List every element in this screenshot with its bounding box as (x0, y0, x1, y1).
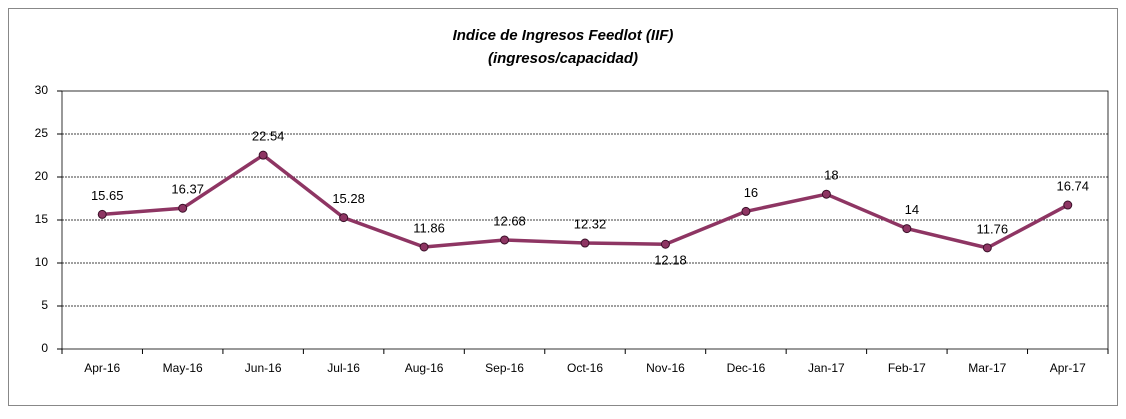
data-label: 15.28 (332, 191, 365, 206)
x-tick-label: Jan-17 (808, 361, 845, 375)
data-label: 16 (744, 185, 758, 200)
y-tick-label: 15 (35, 212, 49, 226)
data-label: 18 (824, 168, 838, 183)
x-tick-label: Oct-16 (567, 361, 603, 375)
x-tick-label: Sep-16 (485, 361, 524, 375)
data-point (982, 243, 992, 253)
data-point (419, 242, 429, 252)
y-tick-label: 25 (35, 126, 49, 140)
data-point (339, 213, 349, 223)
data-label: 12.18 (654, 253, 687, 268)
data-point (258, 150, 268, 160)
data-label: 11.76 (977, 221, 1009, 236)
data-label: 22.54 (252, 129, 285, 144)
plot-area (61, 90, 1109, 350)
data-point (1063, 200, 1073, 210)
data-point (97, 209, 107, 219)
x-tick-label: Dec-16 (727, 361, 766, 375)
y-tick-label: 20 (35, 169, 49, 183)
y-tick-label: 30 (35, 83, 49, 97)
data-point (178, 203, 188, 213)
y-tick-label: 5 (41, 298, 48, 312)
data-label: 12.32 (574, 216, 607, 231)
chart-subtitle: (ingresos/capacidad) (488, 50, 638, 67)
data-point (821, 189, 831, 199)
data-label: 14 (905, 202, 919, 217)
data-label: 16.74 (1056, 178, 1089, 193)
data-label: 11.86 (413, 220, 445, 235)
x-tick-label: May-16 (163, 361, 203, 375)
data-point (902, 224, 912, 234)
y-tick-label: 0 (41, 341, 48, 355)
x-tick-label: Aug-16 (405, 361, 444, 375)
data-point (580, 238, 590, 248)
x-tick-label: Jun-16 (245, 361, 282, 375)
data-label: 12.68 (493, 213, 526, 228)
data-label: 15.65 (91, 188, 124, 203)
data-point (500, 235, 510, 245)
x-tick-label: Mar-17 (968, 361, 1006, 375)
data-point (741, 206, 751, 216)
data-point (660, 239, 670, 249)
y-tick-label: 10 (35, 255, 49, 269)
x-tick-label: Jul-16 (327, 361, 360, 375)
chart-title: Indice de Ingresos Feedlot (IIF) (453, 27, 674, 44)
x-tick-label: Nov-16 (646, 361, 685, 375)
x-tick-label: Apr-16 (84, 361, 120, 375)
x-tick-label: Apr-17 (1050, 361, 1086, 375)
x-tick-label: Feb-17 (888, 361, 926, 375)
data-label: 16.37 (171, 182, 204, 197)
chart-frame (8, 8, 1118, 406)
